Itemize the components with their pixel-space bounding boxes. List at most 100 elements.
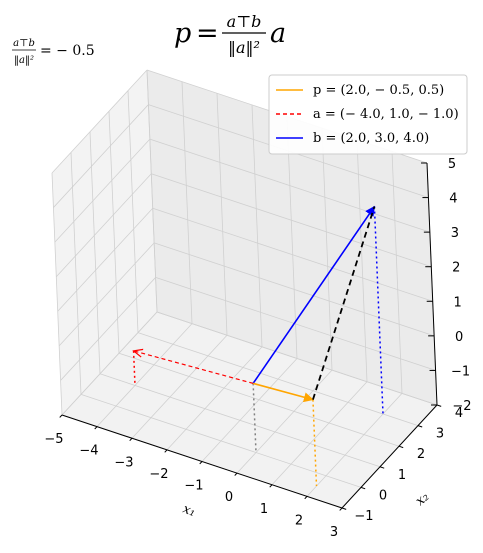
annotation-value: = − 0.5 bbox=[40, 43, 95, 59]
grid-line-x-back bbox=[321, 128, 333, 371]
grid-line-z-back bbox=[151, 173, 432, 268]
y-tick-mark bbox=[398, 445, 404, 449]
grid-line-x-back bbox=[181, 81, 193, 324]
title-lhs: p bbox=[174, 18, 191, 49]
legend-frame bbox=[268, 74, 468, 155]
x-tick-mark bbox=[164, 449, 168, 453]
x-tick-label: −2 bbox=[149, 467, 168, 482]
x-tick-label: 2 bbox=[295, 513, 303, 528]
title-denominator: ‖a‖² bbox=[228, 38, 260, 57]
grid-line-z-back bbox=[156, 311, 438, 406]
grid-line-y-floor bbox=[118, 352, 400, 447]
error-line bbox=[312, 206, 376, 400]
grid-line-x-floor bbox=[96, 323, 193, 427]
grid-line-z-left bbox=[51, 69, 148, 174]
grid-line-y-left bbox=[146, 69, 158, 313]
x-tick-mark bbox=[199, 461, 203, 465]
grid-line-x-floor bbox=[131, 334, 228, 439]
drop-line-origin bbox=[252, 383, 257, 453]
x-tick-label: 1 bbox=[260, 502, 268, 517]
chart-title: p = a⊤b ‖a‖² a bbox=[174, 12, 286, 57]
z-tick-label: −2 bbox=[452, 399, 471, 414]
x-tick-label: −3 bbox=[114, 455, 133, 470]
grid-line-z-left bbox=[55, 173, 152, 277]
grid-line-x-back bbox=[391, 151, 403, 394]
y-axis-label: x₂ bbox=[413, 490, 432, 510]
grid-line-z-left bbox=[53, 104, 149, 208]
x-tick-mark bbox=[339, 507, 343, 511]
y-tick-mark bbox=[379, 466, 385, 469]
x-tick-label: −4 bbox=[79, 444, 98, 459]
x-tick-mark bbox=[234, 472, 238, 476]
grid-line-y-left bbox=[108, 111, 120, 354]
x-tick-mark bbox=[304, 496, 308, 500]
grid-line-z-back bbox=[155, 277, 436, 371]
grid-line-x-back bbox=[216, 93, 228, 336]
title-numerator: a⊤b bbox=[227, 12, 262, 31]
annotation-denominator: ‖a‖² bbox=[14, 55, 34, 66]
x-tick-label: −1 bbox=[184, 479, 203, 494]
grid-line-z-back bbox=[149, 138, 430, 233]
x-tick-mark bbox=[59, 414, 63, 418]
x-tick-mark bbox=[94, 426, 98, 430]
grid-line-x-floor bbox=[201, 358, 298, 462]
x-tick-label: 3 bbox=[330, 525, 338, 540]
x-tick-label: 0 bbox=[225, 490, 233, 505]
grid-line-x-floor bbox=[166, 346, 263, 451]
legend-label-p: p = (2.0, − 0.5, 0.5) bbox=[313, 83, 444, 98]
annotation-numerator: a⊤b bbox=[13, 38, 35, 49]
y-tick-mark bbox=[436, 404, 442, 407]
grid-line-z-left bbox=[60, 277, 156, 381]
grid-line-y-left bbox=[127, 90, 139, 333]
grid-line-y-floor bbox=[99, 373, 381, 468]
z-tick-label: −1 bbox=[451, 364, 470, 379]
grid-line-x-back bbox=[356, 139, 368, 382]
y-tick-mark bbox=[341, 507, 347, 510]
y-tick-label: 0 bbox=[379, 488, 387, 503]
x-tick-mark bbox=[129, 437, 133, 442]
vectors bbox=[134, 205, 376, 403]
y-tick-label: 1 bbox=[398, 468, 406, 483]
grid-line-z-left bbox=[54, 138, 151, 243]
legend-label-a: a = (− 4.0, 1.0, − 1.0) bbox=[313, 107, 459, 122]
z-tick-label: 5 bbox=[448, 157, 456, 172]
grid-line-y-left bbox=[51, 172, 63, 416]
y-tick-label: 2 bbox=[417, 447, 425, 462]
grid-line-z-left bbox=[61, 311, 158, 416]
grid-line-z-left bbox=[57, 208, 154, 312]
y-tick-label: −1 bbox=[354, 509, 373, 524]
vector-p bbox=[252, 382, 314, 403]
title-equals: = bbox=[196, 18, 219, 49]
legend: p = (2.0, − 0.5, 0.5) a = (− 4.0, 1.0, − … bbox=[268, 74, 468, 155]
x-axis-label: x₁ bbox=[181, 502, 198, 520]
grid-line-z-back bbox=[154, 242, 435, 337]
y-tick-label: 4 bbox=[455, 406, 463, 421]
legend-label-b: b = (2.0, 3.0, 4.0) bbox=[313, 131, 429, 146]
z-tick-label: 4 bbox=[449, 192, 457, 207]
z-tick-label: 0 bbox=[455, 330, 463, 345]
grid-line-y-floor bbox=[80, 394, 362, 488]
x-tick-label: −5 bbox=[44, 432, 63, 447]
grid-line-y-floor bbox=[137, 332, 419, 426]
title-tail: a bbox=[270, 18, 286, 49]
y-tick-mark bbox=[417, 425, 423, 428]
y-tick-label: 3 bbox=[436, 427, 444, 442]
z-tick-label: 1 bbox=[454, 295, 462, 310]
vector-b bbox=[252, 205, 376, 384]
grid-line-x-floor bbox=[271, 381, 368, 486]
z-axis-line bbox=[426, 162, 438, 406]
grid-line-y-left bbox=[89, 131, 101, 374]
grid-line-z-left bbox=[58, 242, 155, 347]
z-tick-label: 3 bbox=[451, 226, 459, 241]
projection-coefficient-annotation: a⊤b ‖a‖² = − 0.5 bbox=[12, 38, 95, 66]
grid-line-z-back bbox=[152, 207, 433, 302]
grid-line-y-left bbox=[70, 152, 82, 395]
x-tick-mark bbox=[269, 484, 273, 488]
y-axis-line bbox=[341, 404, 438, 509]
grid-line-x-back bbox=[251, 104, 263, 347]
z-tick-label: 2 bbox=[452, 261, 460, 276]
grid-line-x-floor bbox=[306, 393, 403, 497]
y-tick-mark bbox=[360, 486, 366, 490]
